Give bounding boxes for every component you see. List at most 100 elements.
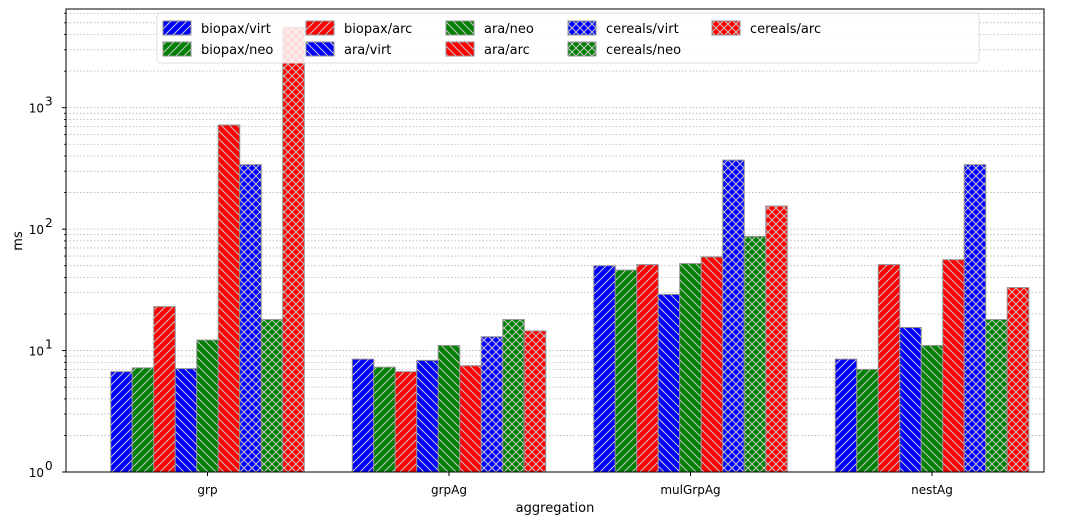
legend-label: biopax/virt xyxy=(201,22,271,37)
bar xyxy=(722,159,745,473)
y-tick-base: 10 xyxy=(29,223,44,237)
y-tick-label: 10 xyxy=(29,466,44,480)
legend-swatch-hatch xyxy=(445,20,475,36)
x-tick-label: grp xyxy=(197,483,217,497)
bar-hatch xyxy=(416,359,439,473)
x-tick-label: grpAg xyxy=(431,483,467,497)
y-tick-exponent: 0 xyxy=(45,459,53,473)
bar-hatch xyxy=(877,264,901,473)
bar-hatch xyxy=(459,365,482,473)
legend-swatch-hatch xyxy=(305,20,335,36)
legend-entry: biopax/neo xyxy=(162,41,273,58)
bar xyxy=(920,345,944,473)
y-tick-label: 10 xyxy=(29,102,44,116)
legend-swatch-hatch xyxy=(445,41,475,57)
legend: biopax/virt biopax/neo biopax/arc ara/virt a… xyxy=(156,12,980,64)
bar-hatch xyxy=(239,164,262,473)
bar-hatch xyxy=(351,358,375,473)
y-tick-base: 10 xyxy=(29,102,44,116)
bar xyxy=(657,293,681,473)
bar xyxy=(700,256,724,473)
bar-hatch xyxy=(110,371,133,473)
bar-hatch xyxy=(834,358,858,473)
legend-entry: ara/virt xyxy=(305,41,391,58)
bar xyxy=(373,366,396,473)
bar xyxy=(1006,287,1030,473)
bar-hatch xyxy=(614,269,638,473)
x-tick-label: nestAg xyxy=(911,483,953,497)
bar xyxy=(153,306,176,473)
bar xyxy=(743,235,767,473)
bar-hatch xyxy=(722,159,745,473)
bar-hatch xyxy=(282,26,305,473)
bar-hatch xyxy=(260,319,284,473)
bar-hatch xyxy=(985,319,1008,473)
legend-label: cereals/virt xyxy=(606,22,679,37)
bar-hatch xyxy=(657,293,681,473)
bar xyxy=(437,345,461,473)
legend-label: biopax/neo xyxy=(201,43,273,58)
legend-box xyxy=(156,12,980,64)
legend-label: ara/arc xyxy=(484,43,530,58)
bar-hatch xyxy=(174,368,198,473)
bar xyxy=(636,264,659,473)
y-tick-label: 10 xyxy=(29,223,44,237)
legend-entry: biopax/virt xyxy=(162,20,271,37)
x-axis-label: aggregation xyxy=(516,501,595,516)
bar xyxy=(856,368,879,473)
y-tick-label: 10 xyxy=(29,345,44,359)
bar xyxy=(174,368,198,473)
y-axis-label: ms xyxy=(11,231,26,251)
bar xyxy=(593,265,616,473)
bar-hatch xyxy=(856,368,879,473)
bar xyxy=(679,263,702,473)
bar-hatch xyxy=(899,326,922,473)
bar-hatch xyxy=(437,345,461,473)
legend-swatch-hatch xyxy=(567,41,597,57)
legend-swatch-hatch xyxy=(305,41,335,57)
y-tick-exponent: 3 xyxy=(45,95,53,109)
bar xyxy=(614,269,638,473)
bar-hatch xyxy=(373,366,396,473)
bar xyxy=(351,358,375,473)
bar xyxy=(765,205,788,473)
bar xyxy=(394,371,418,473)
legend-swatch-hatch xyxy=(567,20,597,36)
x-tick-label: mulGrpAg xyxy=(660,483,720,497)
bar-hatch xyxy=(502,319,525,473)
bar-hatch xyxy=(217,124,241,473)
legend-label: cereals/neo xyxy=(606,43,681,58)
bar-hatch xyxy=(1006,287,1030,473)
bar xyxy=(196,339,219,473)
bar-hatch xyxy=(131,367,155,473)
bar xyxy=(260,319,284,473)
bar-hatch xyxy=(963,164,987,473)
bar xyxy=(502,319,525,473)
y-tick-exponent: 1 xyxy=(45,338,53,352)
bar-hatch xyxy=(743,235,767,473)
legend-entry: cereals/neo xyxy=(567,41,681,58)
bar-hatch xyxy=(480,336,504,473)
legend-swatch-hatch xyxy=(162,41,192,57)
bar-hatch xyxy=(394,371,418,473)
bar xyxy=(110,371,133,473)
bar xyxy=(282,26,305,473)
bar-hatch xyxy=(765,205,788,473)
legend-entry: ara/arc xyxy=(445,41,530,58)
legend-label: ara/virt xyxy=(344,43,391,58)
bar-hatch xyxy=(523,330,547,473)
bar xyxy=(239,164,262,473)
bar xyxy=(523,330,547,473)
bar xyxy=(963,164,987,473)
bar xyxy=(877,264,901,473)
bar xyxy=(416,359,439,473)
legend-label: cereals/arc xyxy=(750,22,821,37)
bar-hatch xyxy=(593,265,616,473)
bar xyxy=(217,124,241,473)
bar-hatch xyxy=(153,306,176,473)
legend-label: biopax/arc xyxy=(344,22,412,37)
y-tick-base: 10 xyxy=(29,345,44,359)
legend-swatch-hatch xyxy=(162,20,192,36)
